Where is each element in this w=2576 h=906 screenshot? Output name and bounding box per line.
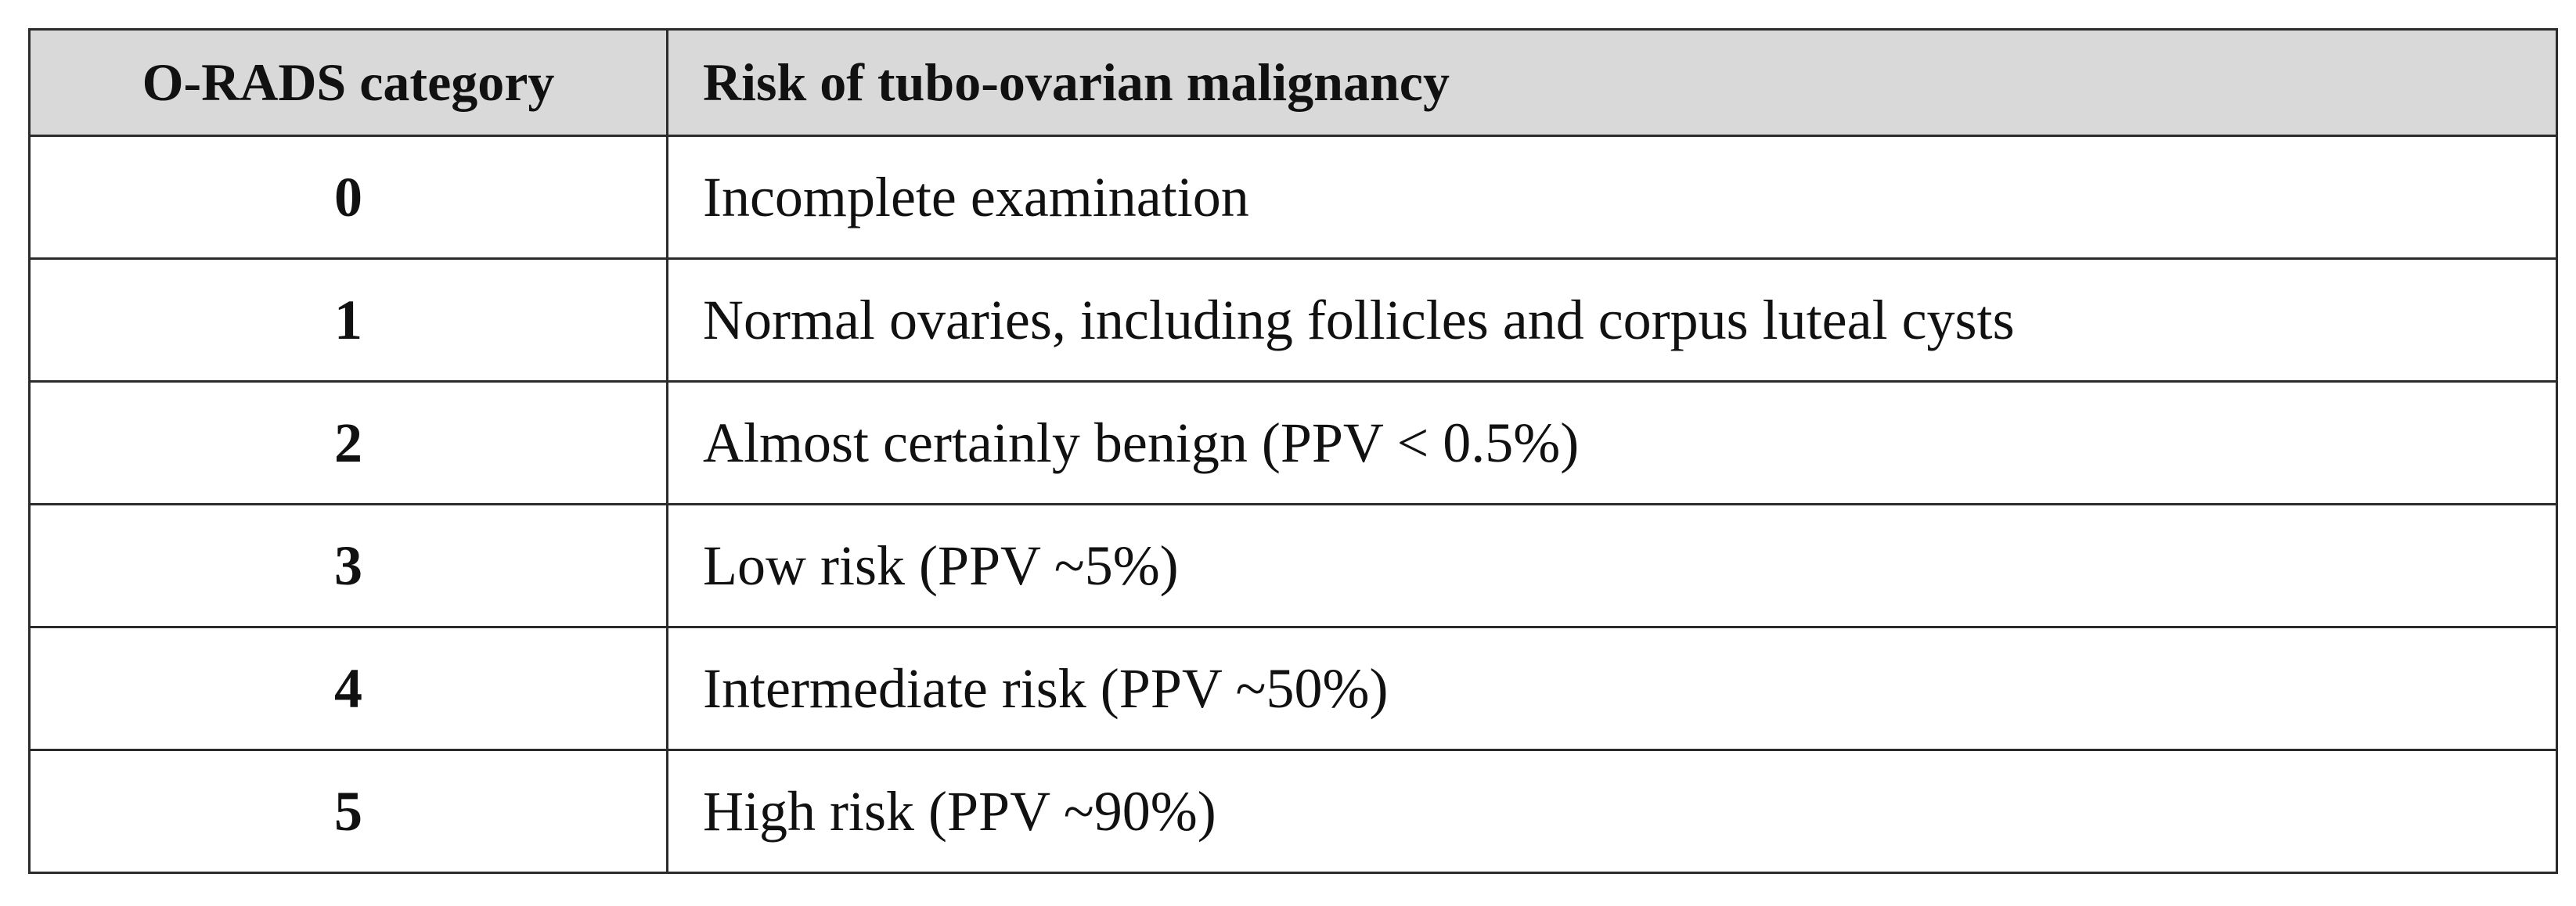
table-row: 1 Normal ovaries, including follicles and… <box>28 257 2558 383</box>
category-cell: 1 <box>28 257 668 383</box>
category-cell: 3 <box>28 503 668 628</box>
risk-cell: High risk (PPV ~90%) <box>666 749 2558 874</box>
table-row: 4 Intermediate risk (PPV ~50%) <box>28 626 2558 751</box>
risk-cell: Almost certainly benign (PPV < 0.5%) <box>666 380 2558 505</box>
table-row: 2 Almost certainly benign (PPV < 0.5%) <box>28 380 2558 505</box>
table-row: 0 Incomplete examination <box>28 135 2558 260</box>
table-row: 5 High risk (PPV ~90%) <box>28 749 2558 874</box>
risk-cell: Normal ovaries, including follicles and … <box>666 257 2558 383</box>
risk-table: O-RADS category Risk of tubo-ovarian mal… <box>28 28 2558 874</box>
category-cell: 4 <box>28 626 668 751</box>
table-header: O-RADS category Risk of tubo-ovarian mal… <box>28 28 2558 137</box>
table-body: 0 Incomplete examination 1 Normal ovaries, … <box>28 135 2558 874</box>
header-cell: Risk of tubo-ovarian malignancy <box>666 28 2558 137</box>
header-cell: O-RADS category <box>28 28 668 137</box>
table-row: 3 Low risk (PPV ~5%) <box>28 503 2558 628</box>
header-row: O-RADS category Risk of tubo-ovarian mal… <box>28 28 2558 137</box>
risk-cell: Intermediate risk (PPV ~50%) <box>666 626 2558 751</box>
risk-cell: Incomplete examination <box>666 135 2558 260</box>
category-cell: 2 <box>28 380 668 505</box>
risk-cell: Low risk (PPV ~5%) <box>666 503 2558 628</box>
category-cell: 5 <box>28 749 668 874</box>
category-cell: 0 <box>28 135 668 260</box>
